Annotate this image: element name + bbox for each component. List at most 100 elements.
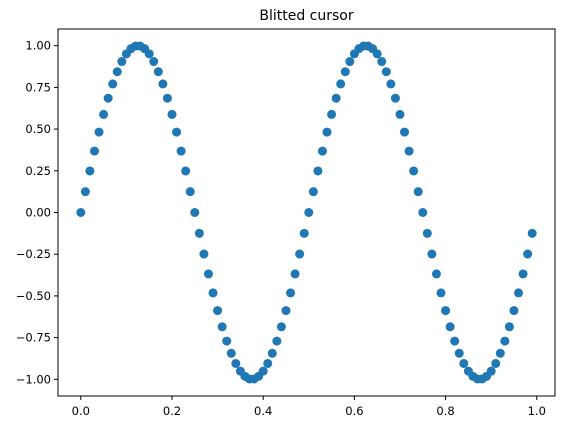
data-point [486,366,496,376]
x-tick-label: 0.2 [163,404,181,418]
data-point [386,79,396,89]
y-axis: 1.00 0.75 0.50 0.25 0.00 −0.25 −0.50 −0.75 −1.00 [16,39,58,386]
x-tick-label: 0.6 [345,404,363,418]
data-point [400,127,410,137]
y-tick-label: 0.75 [25,80,51,94]
data-point [103,93,113,103]
data-point [99,109,109,119]
data-point [327,109,337,119]
data-points [76,41,537,384]
data-point [504,322,514,332]
data-point [167,109,177,119]
data-point [267,348,277,358]
data-point [317,146,327,156]
data-point [281,306,291,316]
x-tick-label: 1.0 [528,404,546,418]
data-point [436,288,446,298]
data-point [409,166,419,176]
data-point [322,127,332,137]
data-point [108,79,118,89]
data-point [80,187,90,197]
data-point [418,208,428,217]
data-point [286,288,296,298]
data-point [176,146,186,156]
data-point [422,228,432,238]
data-point [89,146,99,156]
data-point [395,109,405,119]
y-tick-label: 0.50 [25,122,51,136]
data-point [445,322,455,332]
chart-title: Blitted cursor [259,8,353,24]
data-point [144,49,154,59]
data-point [290,269,300,279]
data-point [500,336,510,346]
data-point [331,93,341,103]
data-point [149,57,159,67]
x-tick-label: 0.0 [72,404,90,418]
data-point [112,67,122,77]
data-point [495,348,505,358]
data-point [199,249,209,259]
data-point [313,166,323,176]
data-point [404,146,414,156]
data-point [523,249,533,259]
x-axis: 0.0 0.2 0.4 0.6 0.8 1.0 [72,396,546,418]
data-point [308,187,318,197]
data-point [459,358,469,368]
data-point [413,187,423,197]
x-tick-label: 0.8 [436,404,454,418]
y-tick-label: 0.25 [25,164,51,178]
data-point [217,322,227,332]
y-tick-label: −0.75 [16,331,51,345]
data-point [431,269,441,279]
data-point [158,79,168,89]
data-point [263,358,273,368]
y-tick-label: 0.00 [25,206,51,220]
data-point [450,336,460,346]
data-point [336,79,346,89]
data-point [509,306,519,316]
data-point [304,208,314,217]
data-point [377,57,387,67]
data-point [390,93,400,103]
data-point [272,336,282,346]
data-point [276,322,286,332]
y-tick-label: −1.00 [16,372,51,386]
data-point [340,67,350,77]
data-point [295,249,305,259]
y-tick-label: −0.25 [16,247,51,261]
data-point [381,67,391,77]
data-point [172,127,182,137]
data-point [441,306,451,316]
data-point [427,249,437,259]
data-point [518,269,528,279]
data-point [153,67,163,77]
data-point [258,366,268,376]
data-point [213,306,223,316]
data-point [491,358,501,368]
data-point [222,336,232,346]
data-point [85,166,95,176]
data-point [299,228,309,238]
data-point [203,269,213,279]
x-tick-label: 0.4 [254,404,272,418]
data-point [226,348,236,358]
data-point [514,288,524,298]
data-point [231,358,241,368]
data-point [454,348,464,358]
data-point [208,288,218,298]
data-point [194,228,204,238]
data-point [372,49,382,59]
data-point [190,208,200,217]
data-point [162,93,172,103]
data-point [117,57,127,67]
data-point [527,228,537,238]
y-tick-label: −0.50 [16,289,51,303]
data-point [76,208,86,217]
y-tick-label: 1.00 [25,39,51,53]
data-point [94,127,104,137]
data-point [181,166,191,176]
plot-area-frame [57,28,556,397]
data-point [185,187,195,197]
